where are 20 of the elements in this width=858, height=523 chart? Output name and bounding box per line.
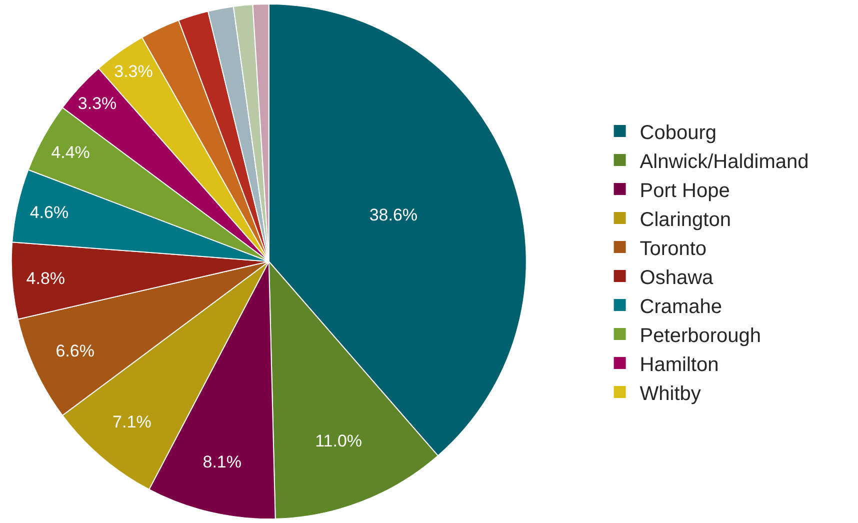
legend-label: Peterborough bbox=[640, 324, 762, 347]
legend-label: Cobourg bbox=[640, 122, 717, 144]
data-label: 7.1% bbox=[112, 412, 152, 432]
data-label: 4.8% bbox=[26, 268, 66, 288]
legend-label: Toronto bbox=[640, 238, 707, 260]
legend-label: Whitby bbox=[640, 382, 701, 405]
data-label: 6.6% bbox=[56, 342, 94, 361]
data-label: 4.6% bbox=[30, 202, 69, 222]
data-label: 8.1% bbox=[202, 452, 242, 472]
data-label: 3.3% bbox=[114, 62, 153, 81]
data-label: 38.6% bbox=[369, 205, 418, 224]
data-label: 4.4% bbox=[51, 142, 90, 162]
legend-label: Hamilton bbox=[640, 354, 719, 376]
legend-label: Cramahe bbox=[640, 296, 722, 318]
legend-label: Port Hope bbox=[640, 180, 730, 202]
legend-label: Alnwick/Haldimand bbox=[640, 150, 809, 173]
data-label: 3.3% bbox=[78, 94, 117, 113]
legend-label: Oshawa bbox=[640, 266, 714, 289]
data-label: 11.0% bbox=[315, 431, 362, 450]
legend-label: Clarington bbox=[640, 208, 731, 231]
